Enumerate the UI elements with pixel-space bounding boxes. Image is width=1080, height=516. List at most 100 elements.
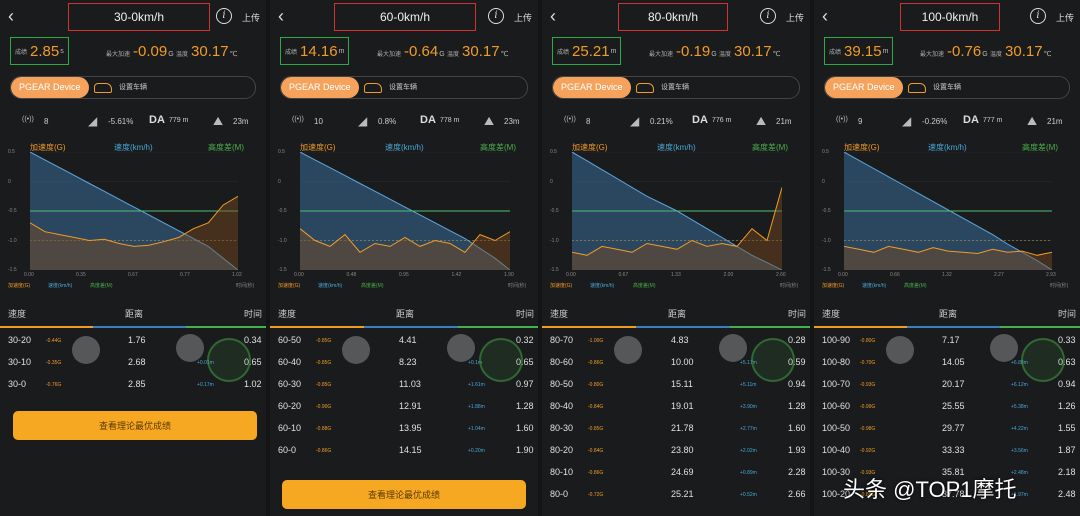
row-distance: 29.77 (942, 423, 965, 433)
device-bar[interactable]: PGEAR Device 设置车辆 (280, 76, 528, 99)
temperature-unit: ℃ (229, 51, 238, 58)
row-accel: -0.84G (588, 448, 604, 454)
row-distance: 4.41 (399, 335, 417, 345)
speed-series-line (844, 152, 1052, 270)
table-row: 80-10 -0.86G 24.69 +0.89m 2.28 (542, 462, 810, 484)
set-vehicle-label[interactable]: 设置车辆 (933, 84, 961, 91)
temperature-label: 温度 (447, 52, 460, 58)
result-value: 2.85 (30, 42, 60, 60)
x-tick-label: 0.00 (24, 272, 34, 278)
table-row: 80-50 -0.80G 15.11 +5.11m 0.94 (542, 374, 810, 396)
set-vehicle-label[interactable]: 设置车辆 (119, 84, 147, 91)
column-distance: 距离 (939, 309, 958, 319)
table-row: 60-20 -0.90G 12.91 +1.88m 1.28 (270, 396, 538, 418)
row-distance: 2.68 (128, 357, 146, 367)
result-value: 25.21 (572, 42, 610, 60)
result-panel-3: ‹ 80-0km/h i 上传 成绩 25.21 m 最大加速 -0.19 G 温度 30.17 ℃ PG… (542, 0, 810, 516)
device-bar[interactable]: PGEAR Device 设置车辆 (552, 76, 800, 99)
device-pill[interactable]: PGEAR Device (281, 77, 359, 98)
row-distance: 23.80 (671, 445, 694, 455)
page-title: 100-0km/h (900, 3, 1000, 31)
row-accel: -0.70G (860, 360, 876, 366)
row-time: 1.55 (1058, 423, 1076, 433)
y-tick-label: -1.0 (822, 237, 831, 244)
table-row: 80-40 -0.84G 19.01 +3.90m 1.28 (542, 396, 810, 418)
accel-series-line (844, 245, 1052, 256)
satellite-icon: ((•)) (292, 116, 304, 123)
row-accel: -0.86G (588, 470, 604, 476)
car-icon (364, 83, 382, 93)
da-label: DA (692, 114, 708, 126)
y-tick-label: 0 (550, 178, 553, 185)
set-vehicle-label[interactable]: 设置车辆 (661, 84, 689, 91)
row-accel: -0.86G (588, 360, 604, 366)
x-tick-label: 1.02 (232, 272, 242, 278)
row-time: 0.32 (516, 335, 534, 345)
device-pill[interactable]: PGEAR Device (553, 77, 631, 98)
row-accel: -0.93G (860, 382, 876, 388)
seal-gray-stamp (447, 334, 475, 362)
temperature-label: 温度 (990, 52, 1003, 58)
device-pill[interactable]: PGEAR Device (11, 77, 89, 98)
gps-row: ((•)) 10 ◢ 0.8% DA 778 m ⛰ 23m (270, 114, 538, 134)
speed-series-line (30, 152, 238, 270)
row-distance-delta: +0.20m (468, 448, 485, 454)
view-theoretical-best-button[interactable]: 查看理论最优成绩 (13, 411, 257, 440)
upload-button[interactable]: 上传 (786, 13, 805, 23)
device-bar[interactable]: PGEAR Device 设置车辆 (824, 76, 1070, 99)
max-accel-value: -0.64 (404, 43, 439, 60)
info-icon[interactable]: i (216, 8, 232, 24)
legend-x-axis: 时间(秒) (1050, 283, 1069, 289)
chart-svg (844, 152, 1052, 270)
row-speed: 60-40 (278, 357, 302, 367)
y-tick-label: 0.5 (8, 149, 15, 155)
row-speed: 100-20 (822, 489, 851, 499)
set-vehicle-label[interactable]: 设置车辆 (389, 84, 417, 91)
info-icon[interactable]: i (1030, 8, 1046, 24)
legend-x-axis: 时间(秒) (236, 283, 255, 289)
chart-label-speed: 速度(km/h) (657, 143, 696, 152)
table-row: 100-20 -0.88G 37.78 +1.97m 2.48 (814, 484, 1080, 506)
table-row: 100-30 -0.93G 35.81 +2.48m 2.18 (814, 462, 1080, 484)
row-speed: 100-70 (822, 379, 851, 389)
upload-button[interactable]: 上传 (242, 13, 261, 23)
back-icon[interactable]: ‹ (550, 6, 556, 26)
back-icon[interactable]: ‹ (8, 6, 14, 26)
info-icon[interactable]: i (488, 8, 504, 24)
back-icon[interactable]: ‹ (822, 6, 828, 26)
y-tick-label: -0.5 (822, 208, 831, 214)
device-bar[interactable]: PGEAR Device 设置车辆 (10, 76, 256, 99)
row-speed: 80-50 (550, 379, 574, 389)
row-distance-delta: +1.88m (468, 404, 485, 410)
x-tick-label: 2.66 (776, 272, 786, 278)
da-label: DA (963, 114, 979, 126)
x-tick-label: 0.77 (180, 272, 190, 278)
info-icon[interactable]: i (760, 8, 776, 24)
row-distance-delta: +1.97m (1011, 492, 1028, 498)
chart-label-accel: 加速度(G) (30, 143, 66, 152)
back-icon[interactable]: ‹ (278, 6, 284, 26)
device-pill[interactable]: PGEAR Device (825, 77, 903, 98)
row-distance-delta: +3.56m (1011, 448, 1028, 454)
table-row: 100-40 -0.92G 33.33 +3.56m 1.87 (814, 440, 1080, 462)
upload-button[interactable]: 上传 (1056, 13, 1075, 23)
row-speed: 60-30 (278, 379, 302, 389)
result-value: 14.16 (300, 42, 338, 60)
satellite-icon: ((•)) (22, 116, 34, 123)
table-row: 60-10 -0.88G 13.95 +1.04m 1.60 (270, 418, 538, 440)
altitude-value: 23m (233, 117, 249, 126)
table-underline-blue (364, 326, 458, 328)
view-theoretical-best-button[interactable]: 查看理论最优成绩 (282, 480, 526, 509)
y-tick-label: 0.5 (822, 149, 829, 155)
row-time: 0.94 (788, 379, 806, 389)
row-distance: 2.85 (128, 379, 146, 389)
row-speed: 80-10 (550, 467, 574, 477)
chart-label-height: 高度差(M) (480, 143, 516, 152)
car-icon (636, 83, 654, 93)
max-accel: 最大加速 -0.64 G (377, 43, 445, 60)
chart (572, 152, 782, 292)
column-time: 时间 (788, 309, 807, 319)
legend-accel: 加速度(G) (550, 283, 573, 289)
y-tick-label: 0.5 (550, 149, 557, 155)
upload-button[interactable]: 上传 (514, 13, 533, 23)
